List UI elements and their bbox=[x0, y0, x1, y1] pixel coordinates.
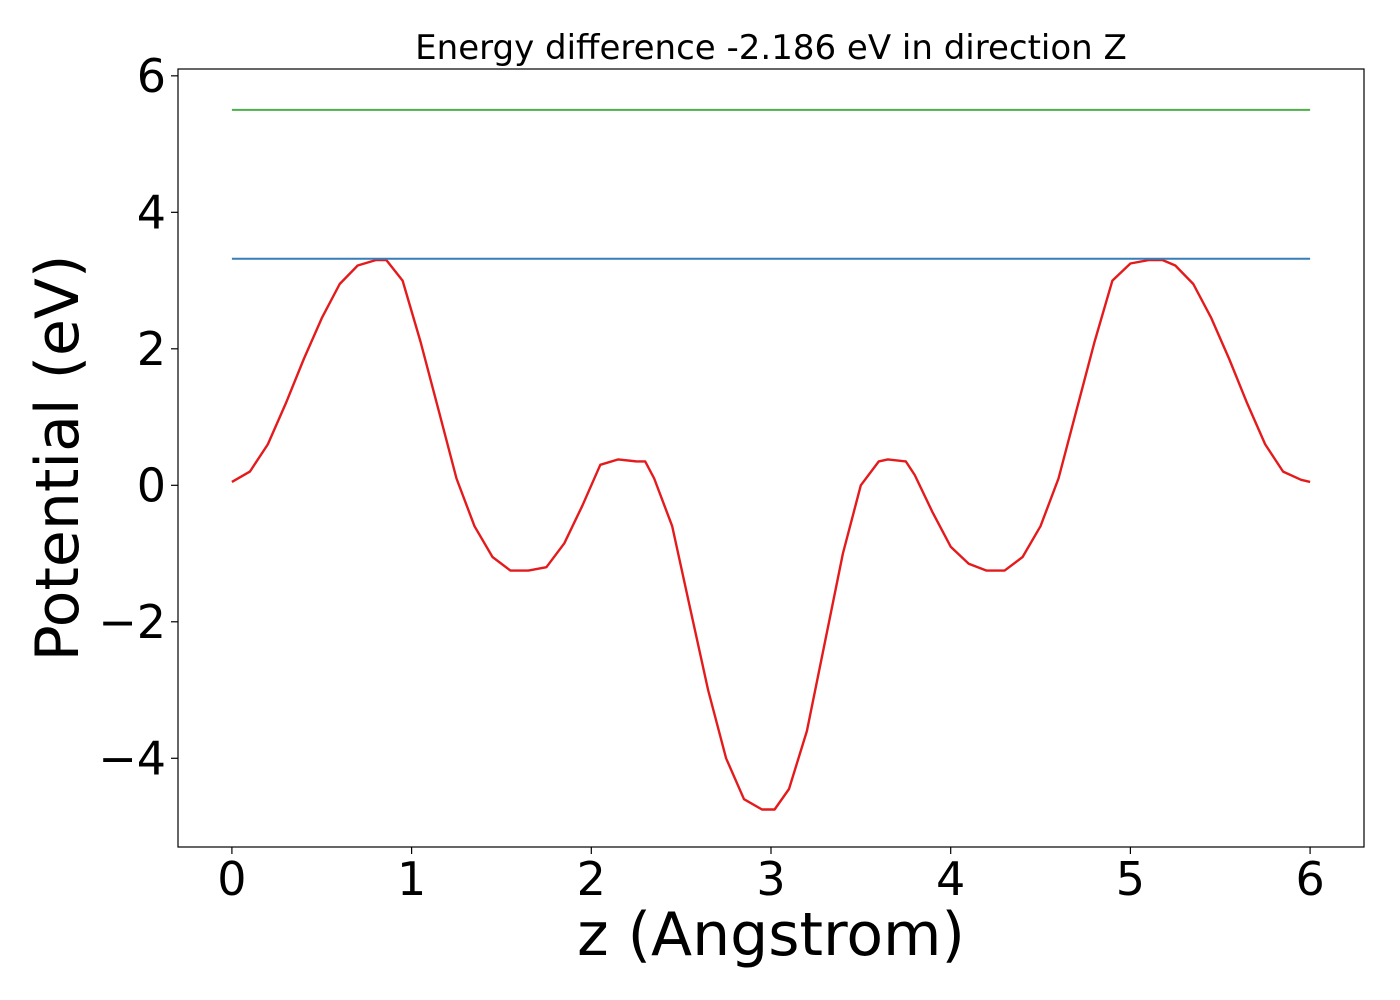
x-tick-label: 5 bbox=[1116, 852, 1145, 906]
x-tick-label: 2 bbox=[577, 852, 606, 906]
x-axis-label: z (Angstrom) bbox=[577, 900, 965, 970]
x-tick-label: 1 bbox=[397, 852, 426, 906]
chart-title: Energy difference -2.186 eV in direction… bbox=[415, 28, 1127, 68]
plot-frame bbox=[177, 68, 1365, 848]
y-axis-label: Potential (eV) bbox=[23, 255, 93, 662]
y-tick-label: 0 bbox=[137, 458, 166, 512]
y-tick-label: 4 bbox=[137, 185, 166, 239]
y-tick-label: −2 bbox=[98, 595, 166, 649]
y-tick-label: −4 bbox=[98, 731, 166, 785]
y-tick-label: 2 bbox=[137, 322, 166, 376]
y-axis: −4 −2 0 2 4 6 bbox=[98, 49, 178, 785]
series-layer bbox=[231, 108, 1311, 811]
y-tick-label: 6 bbox=[137, 49, 166, 103]
series-line-1 bbox=[231, 258, 1311, 811]
x-tick-label: 4 bbox=[936, 852, 965, 906]
x-tick-label: 0 bbox=[217, 852, 246, 906]
x-tick-label: 3 bbox=[756, 852, 785, 906]
x-tick-label: 6 bbox=[1295, 852, 1324, 906]
x-axis: 0 1 2 3 4 5 6 bbox=[217, 847, 1325, 906]
